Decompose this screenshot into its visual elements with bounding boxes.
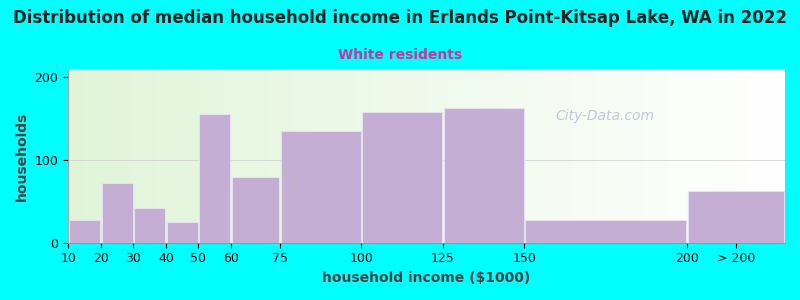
Text: Distribution of median household income in Erlands Point-Kitsap Lake, WA in 2022: Distribution of median household income … bbox=[13, 9, 787, 27]
Y-axis label: households: households bbox=[15, 111, 29, 200]
Bar bbox=[525, 220, 686, 243]
Bar bbox=[134, 208, 165, 243]
Text: White residents: White residents bbox=[338, 48, 462, 62]
Bar bbox=[281, 131, 361, 243]
X-axis label: household income ($1000): household income ($1000) bbox=[322, 271, 530, 285]
Bar bbox=[688, 191, 784, 243]
Bar bbox=[69, 220, 100, 243]
Bar bbox=[444, 108, 523, 243]
Bar bbox=[166, 222, 198, 243]
Bar bbox=[199, 115, 230, 243]
Bar bbox=[102, 183, 133, 243]
Text: City-Data.com: City-Data.com bbox=[556, 109, 654, 123]
Bar bbox=[362, 112, 442, 243]
Bar bbox=[232, 176, 279, 243]
